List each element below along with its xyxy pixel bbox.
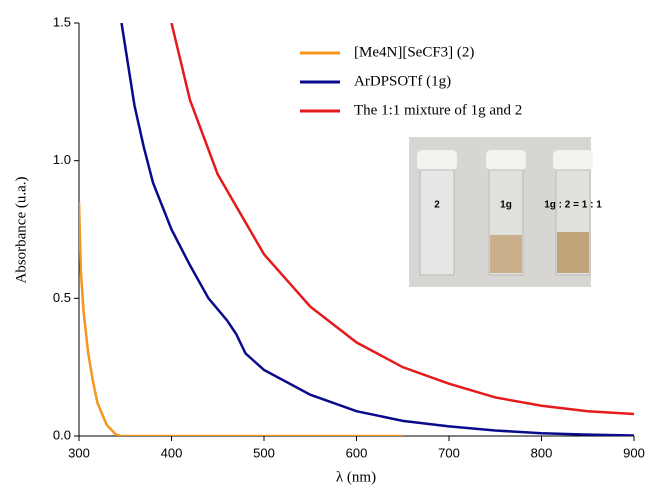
x-tick-label: 900 [623, 445, 645, 460]
y-tick-label: 0.5 [53, 290, 71, 305]
x-tick-label: 700 [438, 445, 460, 460]
y-tick-label: 1.0 [53, 152, 71, 167]
y-axis-label: Absorbance (u.a.) [13, 176, 29, 283]
x-tick-label: 300 [68, 445, 90, 460]
y-tick-label: 1.5 [53, 14, 71, 29]
legend-label: [Me4N][SeCF3] (2) [354, 44, 474, 60]
series-line [170, 23, 634, 416]
legend-label: ArDPSOTf (1g) [354, 73, 451, 89]
inset-label: 1g [500, 200, 512, 211]
inset-label: 1g : 2 = 1 : 1 [544, 200, 602, 211]
series-line [79, 201, 403, 436]
y-tick-label: 0.0 [53, 427, 71, 442]
series-line [120, 23, 634, 436]
x-tick-label: 400 [161, 445, 183, 460]
x-tick-label: 800 [531, 445, 553, 460]
x-tick-label: 600 [346, 445, 368, 460]
inset-label: 2 [434, 200, 440, 211]
inset-photo [409, 137, 593, 287]
x-axis-label: λ (nm) [336, 469, 376, 485]
x-tick-label: 500 [253, 445, 275, 460]
legend-label: The 1:1 mixture of 1g and 2 [354, 102, 522, 118]
